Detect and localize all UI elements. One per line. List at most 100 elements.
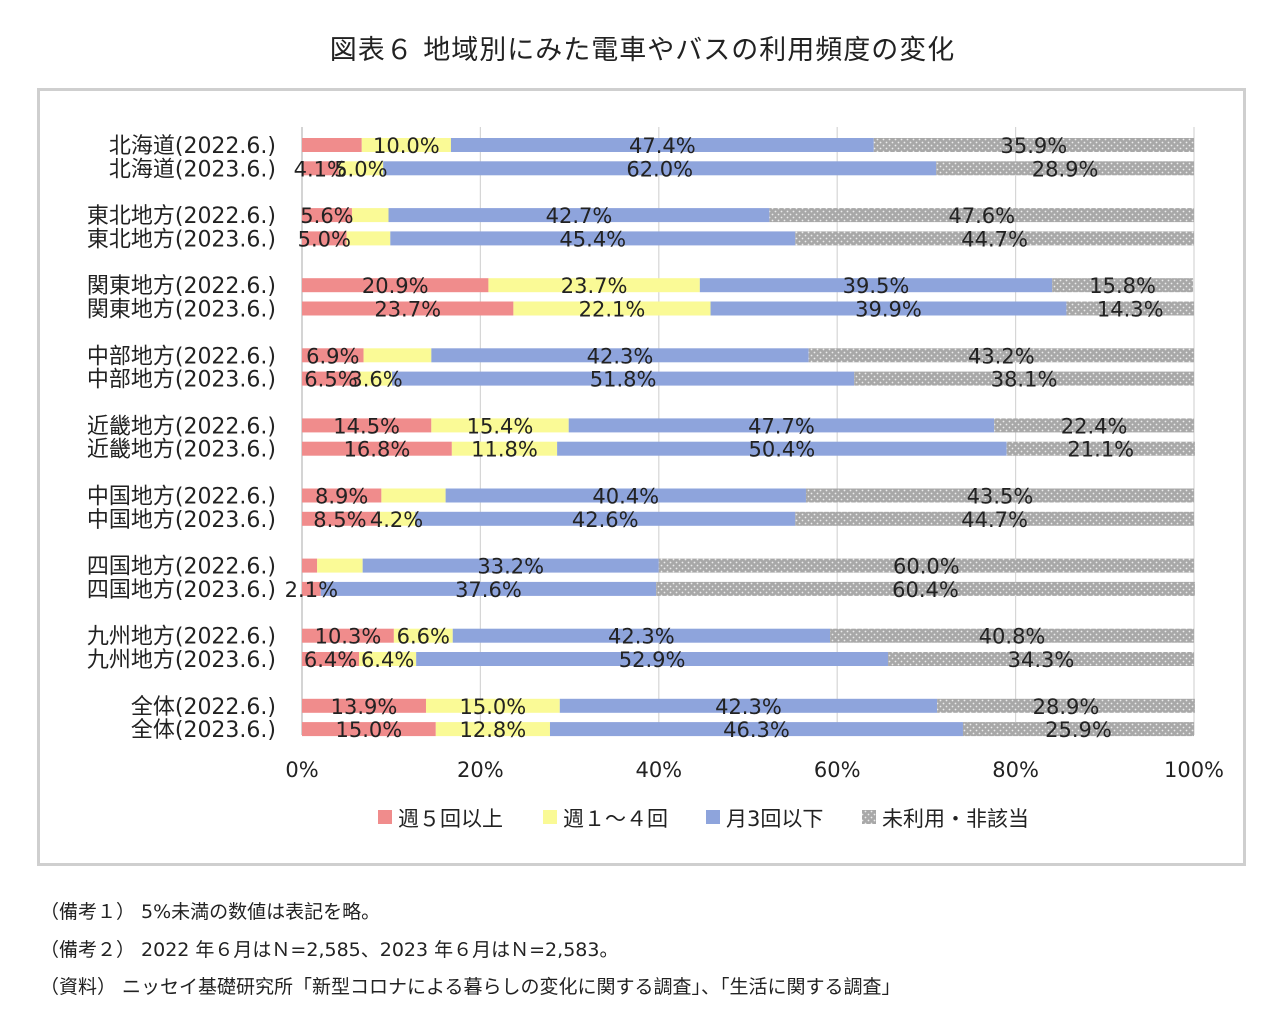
legend-label: 未利用・非該当 — [882, 807, 1029, 831]
bar-segment — [302, 511, 378, 526]
data-label: 12.8% — [460, 718, 527, 742]
bar-segment — [302, 301, 514, 316]
note-3: （資料） ニッセイ基礎研究所「新型コロナによる暮らしの変化に関する調査」、「生活… — [40, 976, 901, 998]
data-label: 8.5% — [313, 508, 366, 532]
bar-segment — [513, 301, 711, 316]
data-label: 38.1% — [991, 368, 1058, 392]
data-label: 42.3% — [608, 625, 675, 649]
bar-segment — [302, 208, 352, 223]
bar-segment — [830, 628, 1194, 643]
bar-segment — [302, 581, 321, 596]
data-label: 42.7% — [546, 204, 613, 228]
data-label: 47.7% — [748, 414, 815, 438]
bar-segment — [1006, 441, 1195, 456]
bar-segment — [445, 488, 806, 503]
data-label: 43.5% — [967, 485, 1034, 509]
bar-segment — [302, 371, 360, 386]
category-label: 近畿地方(2022.6.) — [87, 414, 276, 439]
data-label: 6.4% — [361, 648, 414, 672]
bar-segment — [488, 278, 700, 293]
bar-segment — [351, 208, 389, 223]
data-label: 15.0% — [336, 718, 403, 742]
data-label: 28.9% — [1032, 157, 1099, 181]
data-label: 44.7% — [961, 227, 1028, 251]
bar-segment — [302, 348, 364, 363]
data-label: 35.9% — [1001, 134, 1068, 158]
x-tick-label: 0% — [285, 758, 318, 782]
legend-label: 週１～４回 — [563, 807, 668, 831]
legend-label: 週５回以上 — [398, 807, 503, 831]
data-label: 6.6% — [397, 625, 450, 649]
bar-segment — [302, 652, 360, 666]
data-label: 40.4% — [592, 485, 659, 509]
data-label: 6.4% — [304, 648, 357, 672]
category-label: 関東地方(2022.6.) — [87, 274, 276, 299]
bar-segment — [873, 138, 1194, 152]
data-label: 8.9% — [315, 485, 368, 509]
data-label: 5.6% — [300, 204, 353, 228]
data-label: 39.5% — [843, 274, 910, 298]
category-label: 中部地方(2023.6.) — [87, 368, 276, 393]
bar-segment — [338, 161, 384, 176]
x-axis-ticks: 0% 20% 40% 60% 80% 100% — [285, 758, 1224, 782]
category-label: 東北地方(2023.6.) — [87, 227, 276, 252]
bar-segment — [769, 208, 1194, 223]
bar-segment — [658, 558, 1194, 573]
data-label: 34.3% — [1008, 648, 1075, 672]
bar-segment — [1066, 301, 1194, 316]
data-label: 15.4% — [467, 414, 534, 438]
data-label: 4.2% — [370, 508, 423, 532]
data-label: 15.0% — [460, 695, 527, 719]
note-1: （備考１） 5%未満の数値は表記を略。 — [40, 901, 381, 923]
bar-segment — [302, 722, 436, 737]
bar-segment — [805, 488, 1194, 503]
bar-segment — [390, 231, 796, 246]
bar-segment — [346, 231, 391, 246]
legend-label: 月3回以下 — [726, 807, 823, 831]
x-tick-label: 60% — [814, 758, 861, 782]
category-label: 北海道(2023.6.) — [109, 157, 276, 182]
bar-segment — [302, 698, 426, 713]
data-label: 43.2% — [968, 344, 1035, 368]
x-tick-label: 100% — [1164, 758, 1224, 782]
bar-segment — [962, 722, 1194, 737]
data-label: 22.1% — [579, 298, 646, 322]
bar-segment — [425, 698, 560, 713]
bar-segment — [302, 558, 318, 573]
bar-segment — [302, 628, 394, 643]
data-label: 46.3% — [723, 718, 790, 742]
bar-segment — [795, 511, 1194, 526]
category-labels: 北海道(2022.6.)北海道(2023.6.) 東北地方(2022.6.)東北地… — [87, 134, 276, 743]
data-label: 10.3% — [315, 625, 382, 649]
category-label: 関東地方(2023.6.) — [87, 298, 276, 323]
bar-segment — [359, 371, 393, 386]
data-label: 60.4% — [892, 578, 959, 602]
bar-segment — [937, 698, 1195, 713]
data-label: 16.8% — [344, 438, 411, 462]
x-tick-label: 40% — [635, 758, 682, 782]
bar-segment — [383, 161, 937, 176]
data-label: 47.6% — [948, 204, 1015, 228]
data-label: 47.4% — [629, 134, 696, 158]
data-label: 14.5% — [333, 414, 400, 438]
data-label: 39.9% — [855, 298, 922, 322]
bar-segment — [559, 698, 938, 713]
bar-segment — [377, 511, 416, 526]
bar-segment — [994, 418, 1194, 433]
bar-segment — [431, 348, 809, 363]
bar-segment — [302, 161, 339, 176]
category-label: 中国地方(2022.6.) — [87, 485, 276, 510]
data-label: 50.4% — [749, 438, 816, 462]
category-label: 全体(2022.6.) — [131, 695, 276, 720]
bar-segment — [302, 231, 347, 246]
bar-segment — [302, 138, 362, 152]
bar-segment — [363, 348, 432, 363]
data-label: 60.0% — [893, 555, 960, 579]
data-label: 5.0% — [334, 157, 387, 181]
data-label: 11.8% — [471, 438, 538, 462]
category-label: 四国地方(2022.6.) — [87, 555, 276, 580]
data-label: 37.6% — [455, 578, 522, 602]
data-label: 23.7% — [374, 298, 441, 322]
data-label: 51.8% — [590, 368, 657, 392]
bar-segment — [393, 628, 453, 643]
